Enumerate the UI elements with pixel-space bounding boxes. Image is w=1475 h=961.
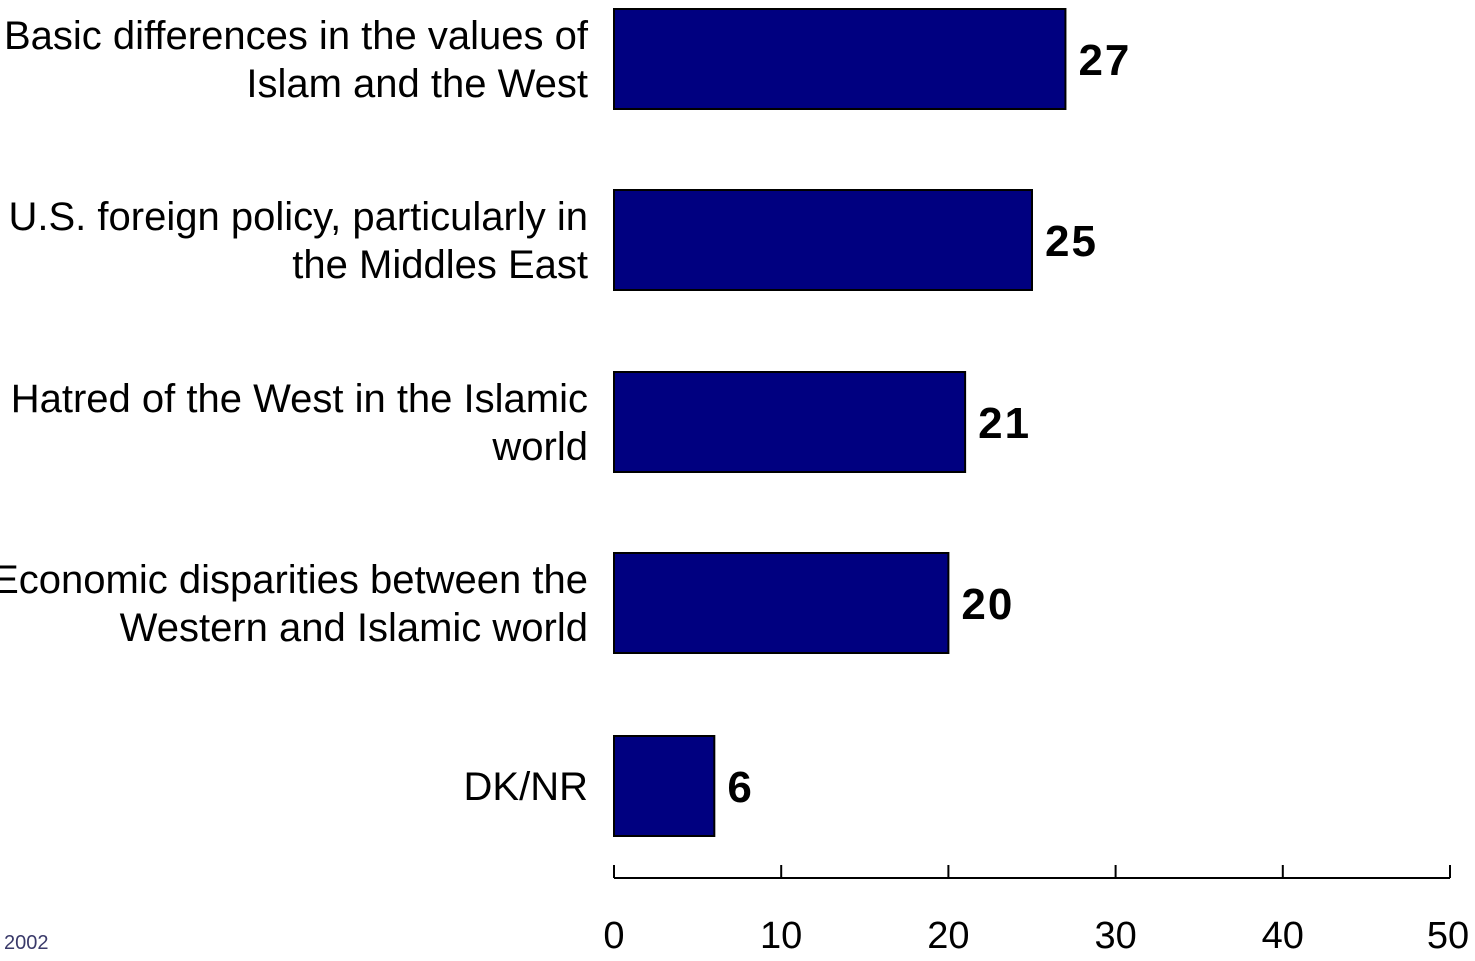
x-tick-label-0: 0 — [603, 915, 624, 956]
bar-3 — [613, 552, 950, 654]
bar-0 — [613, 8, 1067, 110]
category-label-3: Economic disparities between the Western … — [0, 558, 588, 650]
bar-2 — [613, 371, 967, 473]
category-label-1: U.S. foreign policy, particularly in the … — [9, 195, 589, 287]
category-label-4: DK/NR — [464, 765, 588, 809]
x-tick-label-1: 10 — [760, 915, 802, 956]
bars-layer — [613, 8, 1067, 837]
category-label-2: Hatred of the West in the Islamic world — [11, 377, 588, 469]
x-tick-label-3: 30 — [1094, 915, 1136, 956]
value-label-4: 6 — [727, 763, 753, 812]
category-label-0: Basic differences in the values of Islam … — [4, 14, 589, 106]
value-labels-layer: 27 25 21 20 6 — [727, 36, 1131, 812]
category-labels-layer: Basic differences in the values of Islam … — [0, 14, 589, 809]
value-label-2: 21 — [978, 399, 1031, 448]
value-label-3: 20 — [961, 580, 1014, 629]
bar-1 — [613, 189, 1033, 291]
footnote: 2002 — [4, 932, 49, 954]
bar-4 — [613, 735, 716, 837]
x-tick-label-4: 40 — [1262, 915, 1304, 956]
x-tick-label-5: 50 — [1427, 915, 1469, 956]
value-label-1: 25 — [1045, 217, 1098, 266]
x-axis: 0 10 20 30 40 50 — [603, 865, 1469, 957]
x-tick-label-2: 20 — [927, 915, 969, 956]
value-label-0: 27 — [1078, 36, 1131, 85]
